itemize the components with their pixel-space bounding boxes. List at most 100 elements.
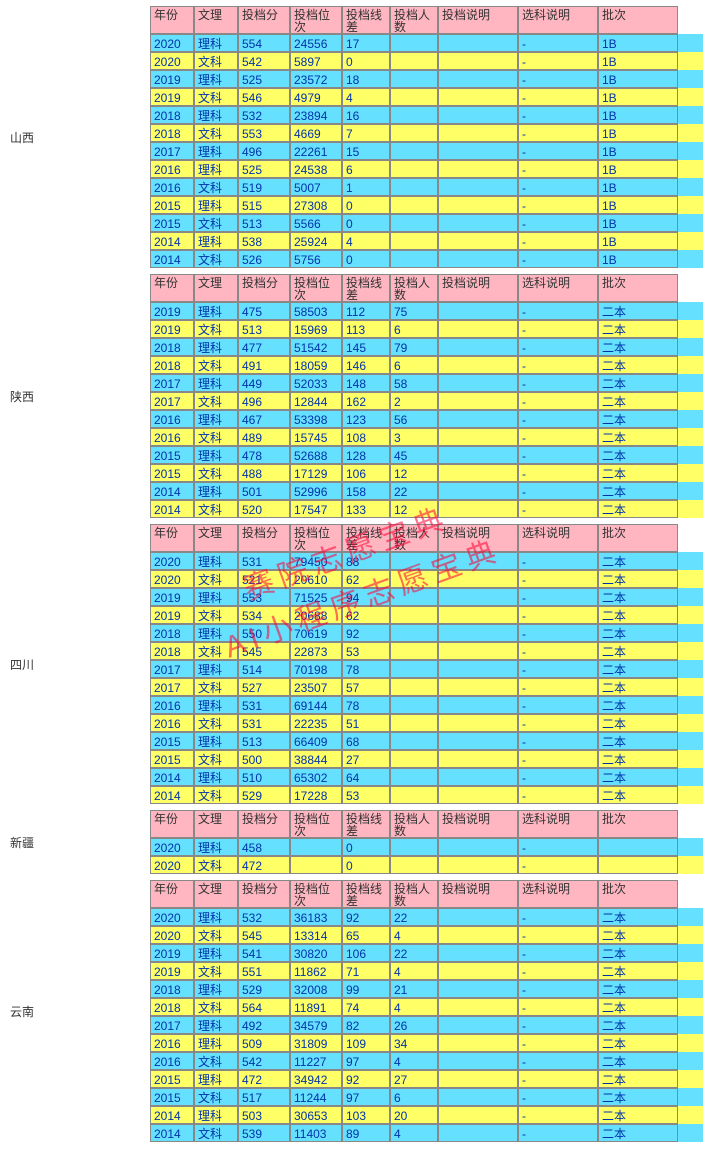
table-cell: 22 (390, 482, 438, 500)
table-cell: 文科 (194, 52, 238, 70)
table-cell (438, 552, 518, 570)
table-cell: 1 (342, 178, 390, 196)
table-cell: 7 (342, 124, 390, 142)
column-header: 年份 (150, 6, 194, 34)
table-cell: 文科 (194, 606, 238, 624)
table-cell (390, 34, 438, 52)
column-header: 投档线差 (342, 880, 390, 908)
table-cell (438, 232, 518, 250)
table-cell: 478 (238, 446, 290, 464)
column-header: 批次 (598, 810, 678, 838)
table-cell (438, 714, 518, 732)
table-cell: 15 (342, 142, 390, 160)
table-area: 年份文理投档分投档位次投档线差投档人数投档说明选科说明批次2020理科53236… (150, 880, 703, 1142)
table-cell: - (518, 908, 598, 926)
table-cell (390, 660, 438, 678)
table-cell: 2016 (150, 178, 194, 196)
table-cell: 4 (390, 926, 438, 944)
table-row: 2019文科5342068862-二本 (150, 606, 703, 624)
table-cell: 106 (342, 944, 390, 962)
table-row: 2016文科5312223551-二本 (150, 714, 703, 732)
table-cell: 467 (238, 410, 290, 428)
table-cell: 文科 (194, 392, 238, 410)
table-cell: 二本 (598, 642, 678, 660)
table-cell (390, 142, 438, 160)
table-cell: 二本 (598, 446, 678, 464)
table-cell: - (518, 196, 598, 214)
table-cell (438, 944, 518, 962)
table-cell: 2015 (150, 1088, 194, 1106)
table-cell: 文科 (194, 320, 238, 338)
table-cell: - (518, 1070, 598, 1088)
table-cell: 53 (342, 786, 390, 804)
table-cell: 51542 (290, 338, 342, 356)
table-cell (390, 732, 438, 750)
table-cell: 17 (342, 34, 390, 52)
table-area: 年份文理投档分投档位次投档线差投档人数投档说明选科说明批次2020理科53179… (150, 524, 703, 804)
table-cell: 22235 (290, 714, 342, 732)
table-cell (598, 856, 678, 874)
table-cell: 二本 (598, 320, 678, 338)
column-header: 批次 (598, 274, 678, 302)
table-cell (438, 1016, 518, 1034)
table-cell: 70619 (290, 624, 342, 642)
table-cell: 68 (342, 732, 390, 750)
province-label: 新疆 (6, 810, 150, 874)
table-cell: 158 (342, 482, 390, 500)
table-area: 年份文理投档分投档位次投档线差投档人数投档说明选科说明批次2020理科55424… (150, 6, 703, 268)
column-header: 投档说明 (438, 524, 518, 552)
table-row: 2019理科5537152594-二本 (150, 588, 703, 606)
table-cell: 17129 (290, 464, 342, 482)
table-cell: 71 (342, 962, 390, 980)
table-row: 2018文科55346697-1B (150, 124, 703, 142)
table-cell: 5007 (290, 178, 342, 196)
table-cell: 2017 (150, 392, 194, 410)
table-cell: 20610 (290, 570, 342, 588)
table-cell: - (518, 732, 598, 750)
column-header: 投档线差 (342, 524, 390, 552)
table-cell: - (518, 482, 598, 500)
table-cell: - (518, 446, 598, 464)
table-cell (438, 464, 518, 482)
table-cell: 二本 (598, 732, 678, 750)
province-label: 山西 (6, 6, 150, 268)
table-row: 2018文科491180591466-二本 (150, 356, 703, 374)
table-cell (390, 196, 438, 214)
table-cell: - (518, 1124, 598, 1142)
table-cell (390, 588, 438, 606)
column-header: 投档人数 (390, 880, 438, 908)
table-cell (438, 302, 518, 320)
table-row: 2019文科513159691136-二本 (150, 320, 703, 338)
table-cell: 496 (238, 392, 290, 410)
table-cell: 18 (342, 70, 390, 88)
table-cell: 128 (342, 446, 390, 464)
table-cell (390, 768, 438, 786)
table-cell (390, 838, 438, 856)
table-row: 2016文科489157451083-二本 (150, 428, 703, 446)
table-row: 2017理科4495203314858-二本 (150, 374, 703, 392)
table-cell: 文科 (194, 750, 238, 768)
table-cell: 65302 (290, 768, 342, 786)
table-cell: 二本 (598, 1124, 678, 1142)
table-cell: 22 (390, 944, 438, 962)
table-cell: 1B (598, 214, 678, 232)
table-row: 2014文科53911403894-二本 (150, 1124, 703, 1142)
table-cell: 理科 (194, 838, 238, 856)
table-cell (438, 196, 518, 214)
table-row: 2016理科4675339812356-二本 (150, 410, 703, 428)
table-cell: 0 (342, 214, 390, 232)
table-cell: 理科 (194, 34, 238, 52)
table-cell: 2019 (150, 944, 194, 962)
table-cell: 27 (342, 750, 390, 768)
table-cell: 二本 (598, 786, 678, 804)
table-header-row: 年份文理投档分投档位次投档线差投档人数投档说明选科说明批次 (150, 880, 703, 908)
table-cell: 理科 (194, 660, 238, 678)
table-cell: 二本 (598, 410, 678, 428)
table-cell: 75 (390, 302, 438, 320)
table-cell: 24538 (290, 160, 342, 178)
column-header: 投档分 (238, 524, 290, 552)
table-cell: - (518, 52, 598, 70)
table-cell: 2015 (150, 214, 194, 232)
table-cell: 489 (238, 428, 290, 446)
table-cell: 458 (238, 838, 290, 856)
